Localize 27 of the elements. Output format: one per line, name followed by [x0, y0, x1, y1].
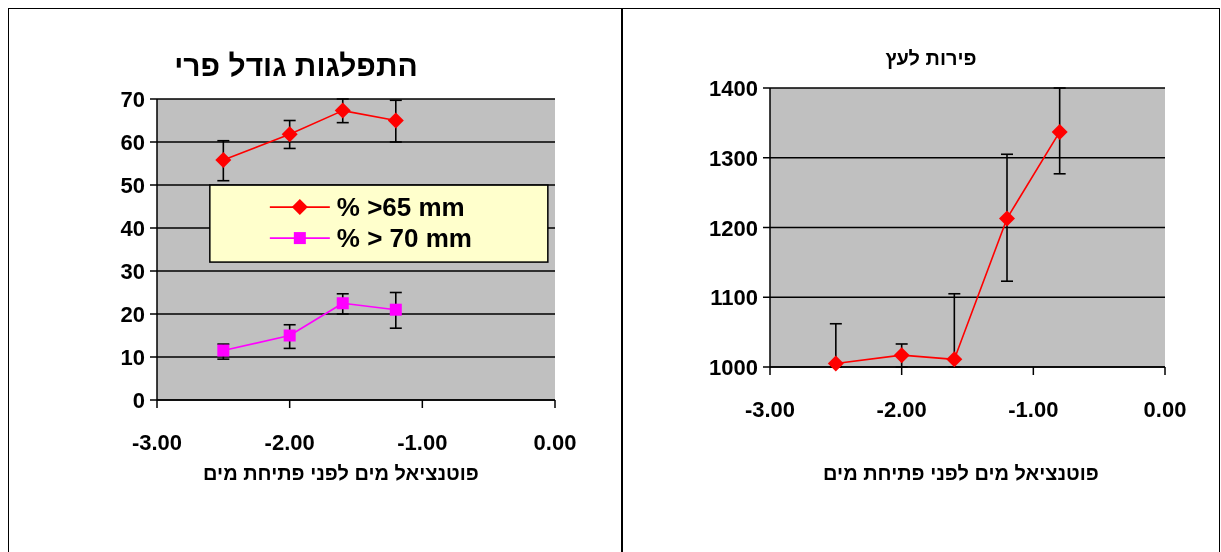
y-tick-label: 30: [120, 259, 145, 284]
legend-label: % > 70 mm: [336, 223, 472, 254]
x-tick-label: -2.00: [264, 430, 315, 455]
y-tick-label: 50: [120, 173, 145, 198]
y-tick-label: 40: [120, 216, 145, 241]
x-axis-title: פוטנציאל מים לפני פתיחת מים: [822, 461, 1100, 485]
y-tick-label: 1100: [710, 285, 758, 311]
x-axis-title: פוטנציאל מים לפני פתיחת מים: [202, 461, 480, 485]
y-tick-label: 1400: [709, 76, 758, 101]
y-tick-label: 60: [120, 130, 145, 155]
x-tick-label: -3.00: [131, 430, 183, 455]
y-tick-label: 1200: [709, 215, 758, 241]
y-tick-label: 10: [120, 345, 145, 370]
y-tick-label: 20: [120, 302, 145, 327]
y-tick-label: 70: [120, 87, 145, 112]
x-tick-label: 0.00: [533, 430, 577, 455]
x-tick-label: 0.00: [1143, 397, 1187, 422]
chart-title: התפלגות גודל פרי: [173, 49, 419, 83]
y-tick-label: 1300: [709, 145, 758, 171]
legend-label: % >65 mm: [336, 192, 465, 223]
y-tick-label: 0: [132, 388, 145, 413]
x-tick-label: -3.00: [744, 397, 796, 422]
chart-title: פירות לעץ: [884, 47, 978, 70]
y-tick-label: 1000: [709, 355, 758, 380]
x-tick-label: -2.00: [876, 397, 927, 422]
x-tick-label: -1.00: [397, 430, 448, 455]
x-tick-label: -1.00: [1008, 397, 1059, 422]
